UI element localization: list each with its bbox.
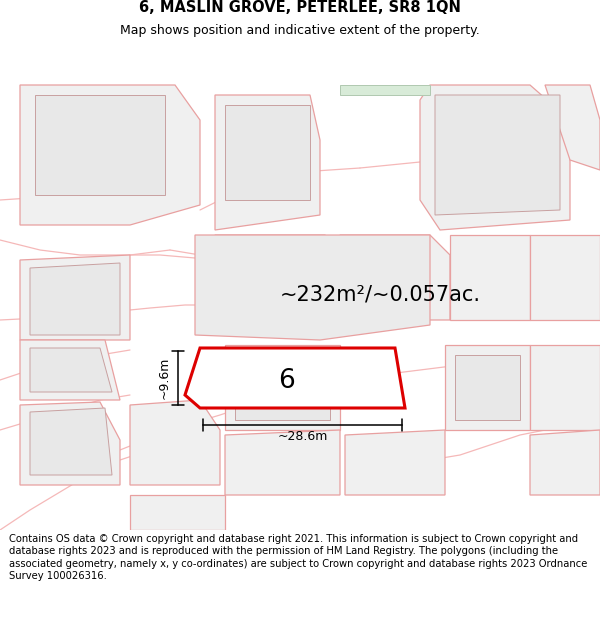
Text: 6: 6 (278, 368, 295, 394)
Polygon shape (530, 235, 600, 320)
Polygon shape (340, 85, 430, 95)
Polygon shape (530, 345, 600, 430)
Polygon shape (450, 235, 530, 320)
Polygon shape (225, 430, 340, 495)
Polygon shape (225, 345, 340, 430)
Polygon shape (420, 85, 570, 230)
Text: 6, MASLIN GROVE, PETERLEE, SR8 1QN: 6, MASLIN GROVE, PETERLEE, SR8 1QN (139, 0, 461, 15)
Text: Contains OS data © Crown copyright and database right 2021. This information is : Contains OS data © Crown copyright and d… (9, 534, 587, 581)
Polygon shape (130, 400, 220, 485)
Polygon shape (195, 235, 430, 340)
Polygon shape (235, 355, 330, 420)
Polygon shape (215, 95, 320, 230)
Text: ~9.6m: ~9.6m (157, 357, 170, 399)
Polygon shape (455, 355, 520, 420)
Polygon shape (20, 402, 120, 485)
Polygon shape (20, 85, 200, 225)
Polygon shape (345, 430, 445, 495)
Text: ~232m²/~0.057ac.: ~232m²/~0.057ac. (280, 285, 481, 305)
Polygon shape (20, 340, 120, 400)
Polygon shape (215, 235, 340, 320)
Polygon shape (340, 235, 450, 320)
Polygon shape (30, 408, 112, 475)
Polygon shape (530, 430, 600, 495)
Polygon shape (30, 263, 120, 335)
Polygon shape (445, 345, 530, 430)
Polygon shape (545, 85, 600, 170)
Polygon shape (435, 95, 560, 215)
Polygon shape (225, 105, 310, 200)
Polygon shape (30, 348, 112, 392)
Polygon shape (185, 348, 405, 408)
Polygon shape (20, 255, 130, 340)
Polygon shape (130, 495, 225, 530)
Polygon shape (35, 95, 165, 195)
Text: Map shows position and indicative extent of the property.: Map shows position and indicative extent… (120, 24, 480, 37)
Text: ~28.6m: ~28.6m (277, 431, 328, 444)
